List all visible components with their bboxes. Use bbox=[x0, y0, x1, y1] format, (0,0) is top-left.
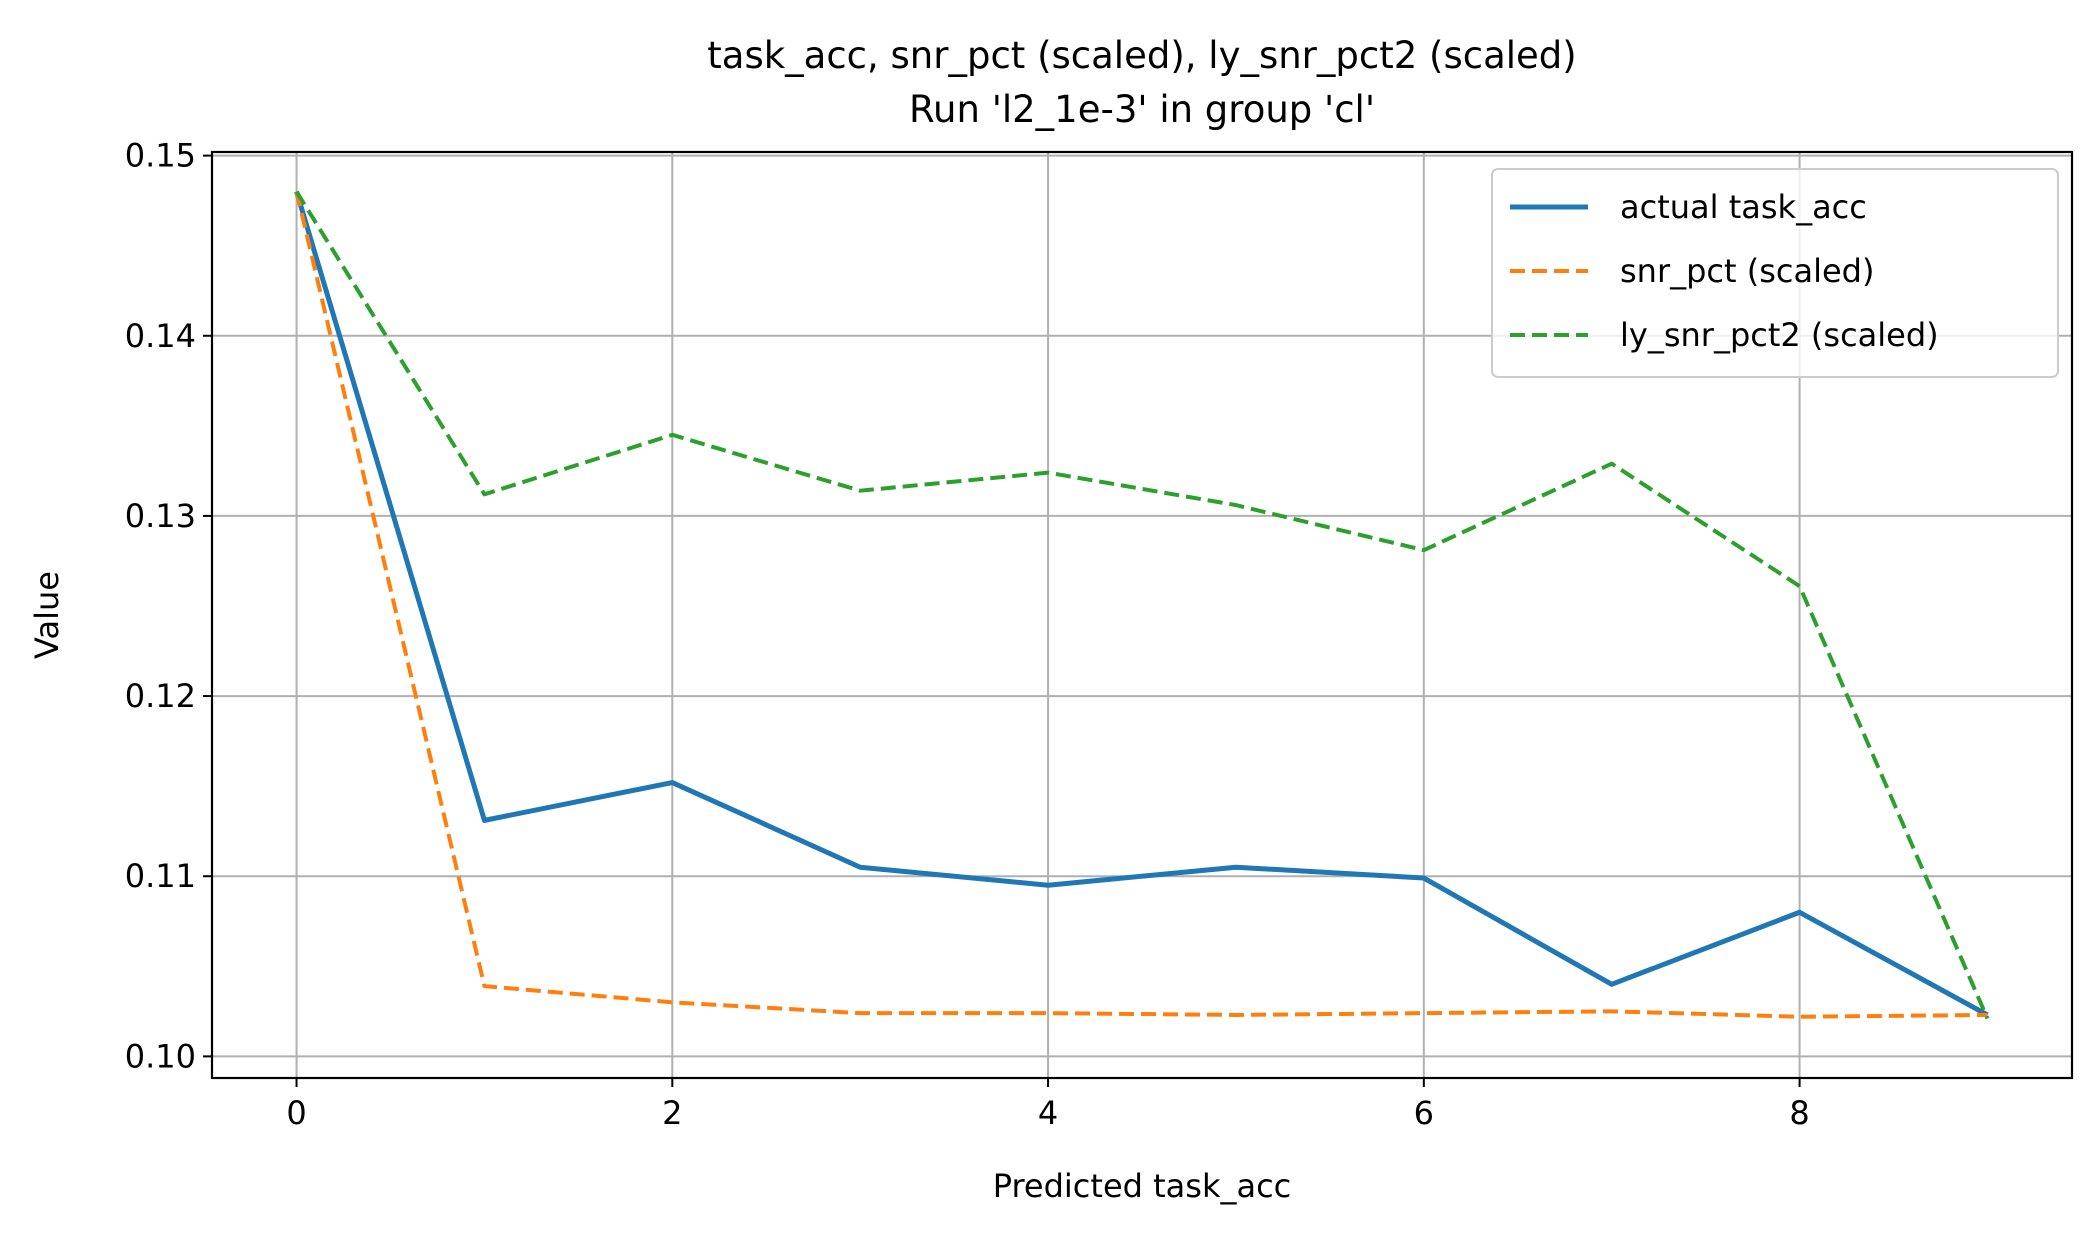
y-tick-label: 0.12 bbox=[125, 677, 196, 715]
x-axis-label: Predicted task_acc bbox=[993, 1167, 1292, 1205]
legend: actual task_acc snr_pct (scaled) ly_snr_pc… bbox=[1491, 168, 2059, 378]
x-tick-label: 0 bbox=[286, 1094, 306, 1132]
tick-layer: 0 2 4 6 8 0.10 0.11 0.12 0.13 0.14 0.15 bbox=[125, 137, 1810, 1132]
plot-frame bbox=[210, 150, 2074, 1080]
x-tick-label: 6 bbox=[1414, 1094, 1434, 1132]
legend-label-1: actual task_acc bbox=[1620, 188, 1867, 226]
series-line-1 bbox=[294, 190, 1989, 1018]
x-tick-label: 4 bbox=[1038, 1094, 1058, 1132]
chart-subtitle: Run 'l2_1e-3' in group 'cl' bbox=[909, 88, 1375, 131]
y-tick-label: 0.13 bbox=[125, 497, 196, 535]
x-tick-label: 8 bbox=[1789, 1094, 1809, 1132]
series-line-2 bbox=[294, 191, 1988, 1019]
legend-label-3: ly_snr_pct2 (scaled) bbox=[1620, 316, 1939, 354]
y-axis-label: Value bbox=[28, 571, 66, 659]
chart-title: task_acc, snr_pct (scaled), ly_snr_pct2 … bbox=[707, 34, 1576, 77]
y-tick-label: 0.14 bbox=[125, 317, 196, 355]
x-tick-label: 2 bbox=[662, 1094, 682, 1132]
y-tick-label: 0.11 bbox=[125, 857, 196, 895]
legend-label-2: snr_pct (scaled) bbox=[1620, 252, 1874, 290]
y-tick-label: 0.15 bbox=[125, 137, 196, 175]
legend-box bbox=[1491, 168, 2059, 378]
series-line-3 bbox=[294, 190, 1990, 1020]
y-tick-label: 0.10 bbox=[125, 1037, 196, 1075]
series-layer bbox=[294, 190, 1990, 1020]
